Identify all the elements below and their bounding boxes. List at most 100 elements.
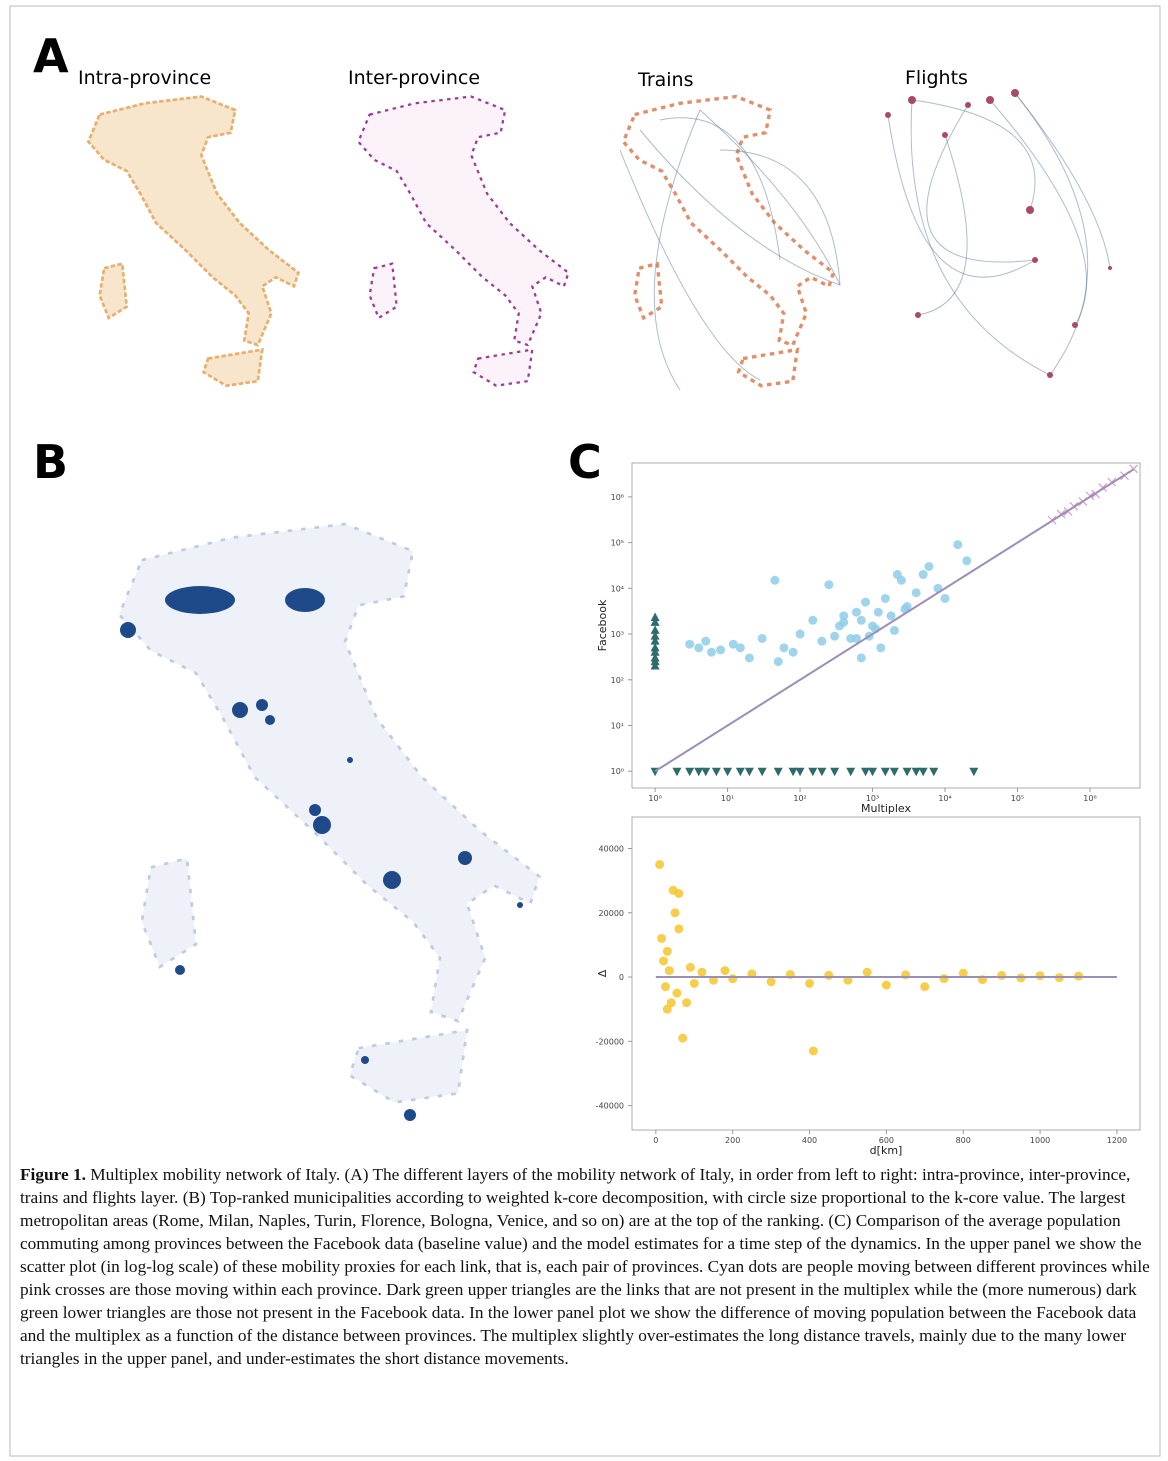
triangle-down-point bbox=[889, 767, 899, 777]
point bbox=[657, 933, 667, 943]
point bbox=[808, 615, 818, 625]
x-tick-label: 10¹ bbox=[721, 794, 734, 803]
point bbox=[873, 607, 883, 617]
y-tick-label: 10¹ bbox=[611, 722, 624, 731]
point bbox=[674, 924, 684, 934]
point bbox=[824, 970, 834, 980]
triangle-up-point bbox=[650, 652, 660, 662]
point bbox=[707, 647, 717, 657]
point bbox=[856, 653, 866, 663]
figure-frame bbox=[9, 5, 1161, 1457]
x-tick-label: 10⁰ bbox=[648, 794, 661, 803]
map-title: Inter-province bbox=[348, 67, 480, 89]
point bbox=[862, 967, 872, 977]
point bbox=[962, 556, 972, 566]
plot-frame bbox=[631, 816, 1141, 1131]
point bbox=[757, 633, 767, 643]
triangle-down-point bbox=[795, 767, 805, 777]
point bbox=[720, 966, 730, 976]
point bbox=[670, 908, 680, 918]
point bbox=[911, 588, 921, 598]
triangle-down-point bbox=[757, 767, 767, 777]
fit-line bbox=[654, 468, 1135, 773]
point bbox=[660, 982, 670, 992]
point bbox=[940, 593, 950, 603]
point bbox=[830, 631, 840, 641]
point bbox=[889, 625, 899, 635]
triangle-up-point bbox=[650, 617, 660, 626]
point bbox=[655, 860, 665, 870]
point bbox=[682, 998, 692, 1008]
y-tick-label: -20000 bbox=[596, 1037, 624, 1046]
point bbox=[805, 978, 815, 988]
triangle-down-point bbox=[773, 767, 783, 777]
caption-label: Figure 1. bbox=[20, 1165, 86, 1184]
point bbox=[920, 982, 930, 992]
map-intra bbox=[86, 95, 300, 388]
point bbox=[856, 615, 866, 625]
point bbox=[716, 645, 726, 655]
point bbox=[659, 956, 669, 966]
x-tick-label: 10⁵ bbox=[1011, 794, 1024, 803]
point bbox=[918, 570, 928, 580]
panel-label: A bbox=[33, 29, 69, 83]
flight-links bbox=[887, 92, 1111, 376]
point bbox=[694, 643, 704, 653]
point bbox=[881, 980, 891, 990]
point bbox=[880, 593, 890, 603]
triangle-down-point bbox=[788, 767, 798, 777]
point bbox=[678, 1033, 688, 1043]
y-tick-label: 10³ bbox=[611, 630, 624, 639]
point bbox=[770, 575, 780, 585]
triangle-up-point bbox=[650, 642, 660, 652]
point bbox=[735, 643, 745, 653]
point bbox=[788, 647, 798, 657]
triangle-down-point bbox=[969, 767, 979, 777]
point bbox=[744, 653, 754, 663]
y-tick-label: 10⁶ bbox=[611, 493, 624, 502]
point bbox=[689, 978, 699, 988]
triangle-down-point bbox=[902, 767, 912, 777]
y-tick-label: 10⁵ bbox=[611, 539, 624, 548]
point bbox=[728, 639, 738, 649]
point bbox=[851, 633, 861, 643]
triangle-down-point bbox=[918, 767, 928, 777]
triangle-down-point bbox=[711, 767, 721, 777]
point bbox=[839, 617, 849, 627]
point bbox=[773, 657, 783, 667]
train-links bbox=[619, 109, 841, 391]
point bbox=[674, 888, 684, 898]
triangle-down-point bbox=[735, 767, 745, 777]
x-tick-label: 0 bbox=[653, 1136, 658, 1145]
x-tick-label: 10² bbox=[793, 794, 806, 803]
triangle-down-point bbox=[808, 767, 818, 777]
y-tick-label: 10⁰ bbox=[611, 767, 624, 776]
point bbox=[839, 611, 849, 621]
y-tick-label: -40000 bbox=[596, 1102, 624, 1111]
triangle-down-point bbox=[929, 767, 939, 777]
triangle-up-point bbox=[650, 631, 660, 640]
map-title: Flights bbox=[905, 67, 968, 89]
triangle-up-point bbox=[650, 612, 660, 622]
triangle-down-point bbox=[744, 767, 754, 777]
point bbox=[939, 974, 949, 984]
x-tick-label: 10⁴ bbox=[938, 794, 951, 803]
point bbox=[817, 636, 827, 646]
y-tick-label: 10⁴ bbox=[611, 584, 624, 593]
kcore-nodes bbox=[120, 586, 523, 1121]
point bbox=[886, 611, 896, 621]
y-tick-label: 10² bbox=[611, 676, 624, 685]
map-title: Trains bbox=[637, 69, 694, 91]
point bbox=[997, 970, 1007, 980]
plot-frame bbox=[631, 462, 1141, 789]
map-title: Intra-province bbox=[78, 67, 211, 89]
y-tick-label: 20000 bbox=[599, 909, 624, 918]
point bbox=[697, 967, 707, 977]
triangle-down-point bbox=[830, 767, 840, 777]
point bbox=[958, 968, 968, 978]
x-tick-label: 600 bbox=[879, 1136, 894, 1145]
point bbox=[662, 1004, 672, 1014]
panel-label: C bbox=[568, 435, 602, 489]
